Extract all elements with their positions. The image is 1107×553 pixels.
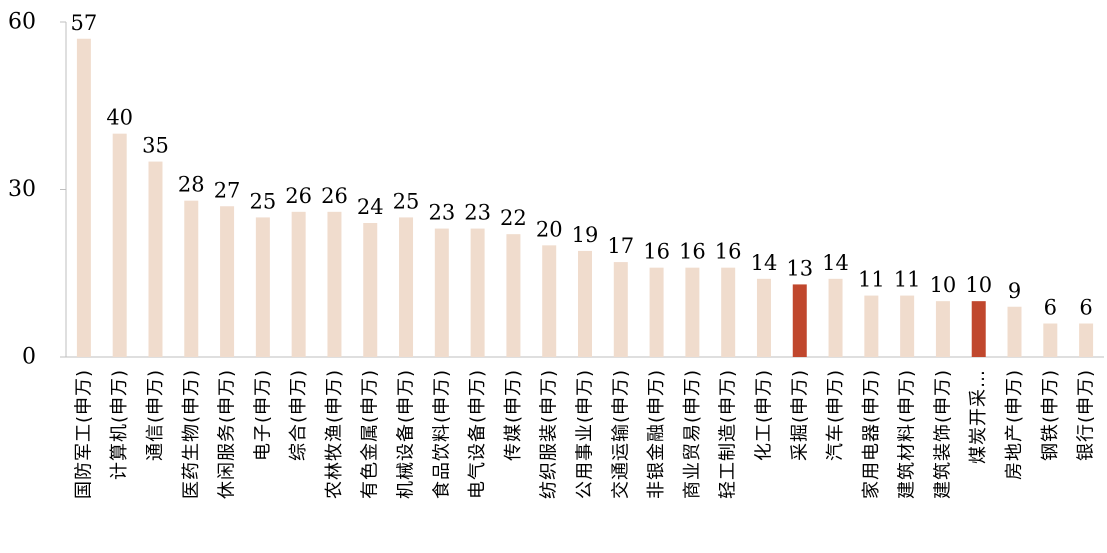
bar xyxy=(470,228,485,357)
data-label: 10 xyxy=(965,273,992,297)
bar xyxy=(148,161,163,357)
bar xyxy=(685,267,700,357)
category-labels-group: 国防军工(申万) 计算机(申万) 通信(申万) 医药生物(申万) 休闲服务(申万) 电子(… xyxy=(73,369,1096,499)
data-label: 40 xyxy=(106,106,133,130)
bar xyxy=(291,211,306,357)
bar xyxy=(1079,323,1094,357)
x-tick-label: 综合(申万) xyxy=(288,369,309,461)
data-label: 16 xyxy=(643,240,670,264)
x-tick-label: 休闲服务(申万) xyxy=(217,369,238,499)
x-tick-label: 家用电器(申万) xyxy=(861,369,882,499)
bar xyxy=(578,250,592,357)
data-label: 28 xyxy=(178,173,205,197)
x-tick-label: 非银金融(申万) xyxy=(646,369,667,499)
bar xyxy=(721,267,736,357)
bar xyxy=(1043,323,1058,357)
x-tick-label: 医药生物(申万) xyxy=(181,369,202,499)
data-label: 25 xyxy=(393,189,420,213)
bar xyxy=(184,200,199,357)
data-label: 17 xyxy=(607,234,634,258)
bar xyxy=(1007,306,1022,357)
y-axis: 0 30 60 xyxy=(8,10,1104,370)
data-label: 16 xyxy=(715,240,742,264)
data-label: 27 xyxy=(214,178,241,202)
data-label: 26 xyxy=(321,184,348,208)
bar xyxy=(506,234,521,357)
bar xyxy=(935,301,950,357)
x-tick-label: 农林牧渔(申万) xyxy=(324,369,345,499)
data-label: 14 xyxy=(822,251,849,275)
data-label: 11 xyxy=(858,268,885,292)
bars-group xyxy=(76,38,1094,357)
x-tick-label: 电子(申万) xyxy=(252,369,273,461)
x-tick-label: 机械设备(申万) xyxy=(396,369,417,499)
data-label: 11 xyxy=(894,268,921,292)
bar xyxy=(399,217,414,357)
x-tick-label: 汽车(申万) xyxy=(825,369,846,461)
x-tick-label: 银行(申万) xyxy=(1076,369,1097,461)
data-label: 22 xyxy=(500,206,527,230)
x-tick-label: 有色金属(申万) xyxy=(360,369,381,499)
x-tick-label: 商业贸易(申万) xyxy=(682,369,703,499)
y-tick-label: 0 xyxy=(22,345,36,370)
data-label: 14 xyxy=(751,251,778,275)
data-label: 16 xyxy=(679,240,706,264)
data-label: 57 xyxy=(71,11,98,35)
y-tick-label: 60 xyxy=(8,10,36,35)
data-label: 25 xyxy=(249,189,276,213)
data-label: 6 xyxy=(1079,296,1092,320)
x-tick-label: 采掘(申万) xyxy=(789,369,810,461)
data-label: 20 xyxy=(536,217,563,241)
x-tick-label: 钢铁(申万) xyxy=(1040,369,1061,461)
x-tick-label: 轻工制造(申万) xyxy=(718,369,739,499)
x-tick-label: 计算机(申万) xyxy=(109,369,130,480)
x-tick-label: 化工(申万) xyxy=(753,369,774,461)
bar xyxy=(112,133,127,357)
bar xyxy=(864,295,879,357)
x-tick-label: 食品饮料(申万) xyxy=(431,369,452,499)
bar xyxy=(434,228,449,357)
bar xyxy=(613,262,628,357)
x-tick-label: 国防军工(申万) xyxy=(73,369,94,499)
x-tick-label: 传媒(申万) xyxy=(503,369,524,461)
bar xyxy=(220,206,235,357)
y-tick-label: 30 xyxy=(8,177,36,202)
bar xyxy=(971,301,986,357)
bar xyxy=(828,278,843,357)
x-tick-label: 煤炭开采… xyxy=(968,369,989,464)
data-label: 19 xyxy=(572,223,599,247)
x-tick-label: 交通运输(申万) xyxy=(610,369,631,499)
bar xyxy=(363,223,378,357)
data-label: 6 xyxy=(1044,296,1057,320)
x-tick-label: 电气设备(申万) xyxy=(467,369,488,499)
x-tick-label: 纺织服装(申万) xyxy=(539,369,560,499)
data-label: 9 xyxy=(1008,279,1021,303)
bar xyxy=(327,211,342,357)
data-label: 24 xyxy=(357,195,384,219)
data-labels-group: 57 40 35 28 27 25 26 26 24 25 23 23 22 20 19 17 16 16 16 14… xyxy=(71,11,1093,320)
x-tick-label: 通信(申万) xyxy=(145,369,166,461)
bar xyxy=(756,278,771,357)
x-tick-label: 公用事业(申万) xyxy=(575,369,596,499)
data-label: 10 xyxy=(930,273,957,297)
x-tick-label: 房地产(申万) xyxy=(1004,369,1025,480)
data-label: 35 xyxy=(142,134,169,158)
x-tick-label: 建筑装饰(申万) xyxy=(932,369,953,499)
bar xyxy=(792,284,807,357)
data-label: 23 xyxy=(464,201,491,225)
data-label: 26 xyxy=(285,184,312,208)
bar xyxy=(76,38,91,357)
x-tick-label: 建筑材料(申万) xyxy=(897,369,918,499)
bar xyxy=(542,245,557,357)
bar xyxy=(900,295,915,357)
data-label: 13 xyxy=(786,256,813,280)
data-label: 23 xyxy=(428,201,455,225)
bar xyxy=(255,217,270,357)
bar xyxy=(649,267,664,357)
